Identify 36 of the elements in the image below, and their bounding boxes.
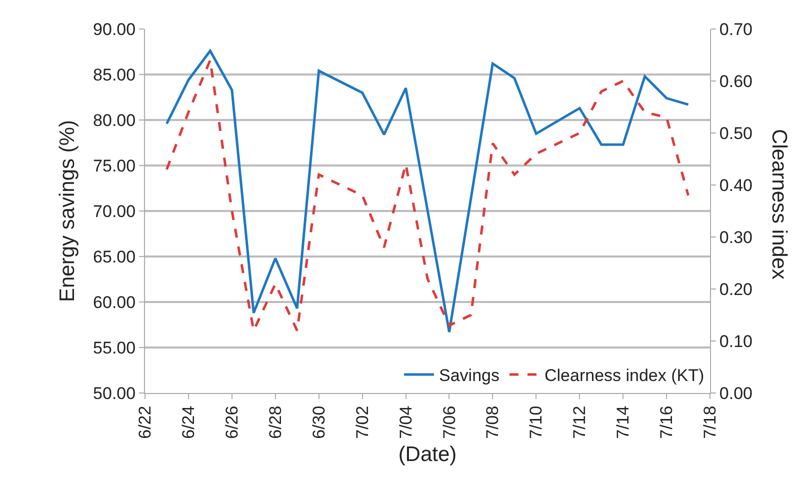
x-tick-label: 7/16 [657, 406, 676, 439]
x-tick-label: 7/18 [700, 406, 720, 439]
y2-tick-label: 0.00 [719, 384, 752, 403]
y2-tick-label: 0.60 [719, 72, 752, 91]
x-tick-label: 6/22 [136, 406, 155, 439]
x-tick-label: 6/26 [222, 406, 242, 439]
y2-tick-label: 0.40 [719, 176, 752, 195]
x-tick-label: 7/08 [483, 406, 502, 439]
y-tick-label: 50.00 [93, 384, 136, 403]
y2-axis-title: Clearness index [767, 128, 790, 280]
y2-tick-label: 0.30 [719, 228, 752, 247]
x-tick-label: 7/10 [526, 406, 546, 439]
y-tick-label: 55.00 [93, 338, 136, 358]
y-tick-label: 85.00 [93, 65, 136, 84]
x-tick-label: 6/24 [178, 406, 198, 439]
y-tick-label: 70.00 [93, 202, 136, 221]
x-tick-label: 7/14 [614, 406, 633, 439]
x-tick-label: 6/30 [309, 406, 328, 439]
y2-tick-label: 0.20 [719, 280, 752, 299]
x-tick-label: 7/12 [570, 406, 590, 439]
x-tick-label: 7/04 [396, 406, 416, 439]
y2-tick-label: 0.50 [719, 124, 752, 143]
y2-tick-label: 0.70 [719, 20, 752, 39]
legend-label: Savings [439, 366, 500, 386]
y-tick-label: 90.00 [93, 20, 136, 39]
x-axis-title: (Date) [398, 443, 457, 466]
y-tick-label: 75.00 [93, 156, 136, 176]
y-tick-label: 60.00 [93, 292, 136, 312]
y-tick-label: 65.00 [93, 247, 136, 266]
legend-label: Clearness index (KT) [544, 366, 704, 386]
y-axis-title: Energy savings (%) [56, 120, 80, 302]
x-tick-label: 7/06 [440, 406, 459, 439]
x-tick-label: 6/28 [266, 406, 285, 439]
x-tick-label: 7/02 [352, 406, 372, 439]
y-tick-label: 80.00 [93, 110, 136, 130]
y2-tick-label: 0.10 [719, 332, 752, 351]
